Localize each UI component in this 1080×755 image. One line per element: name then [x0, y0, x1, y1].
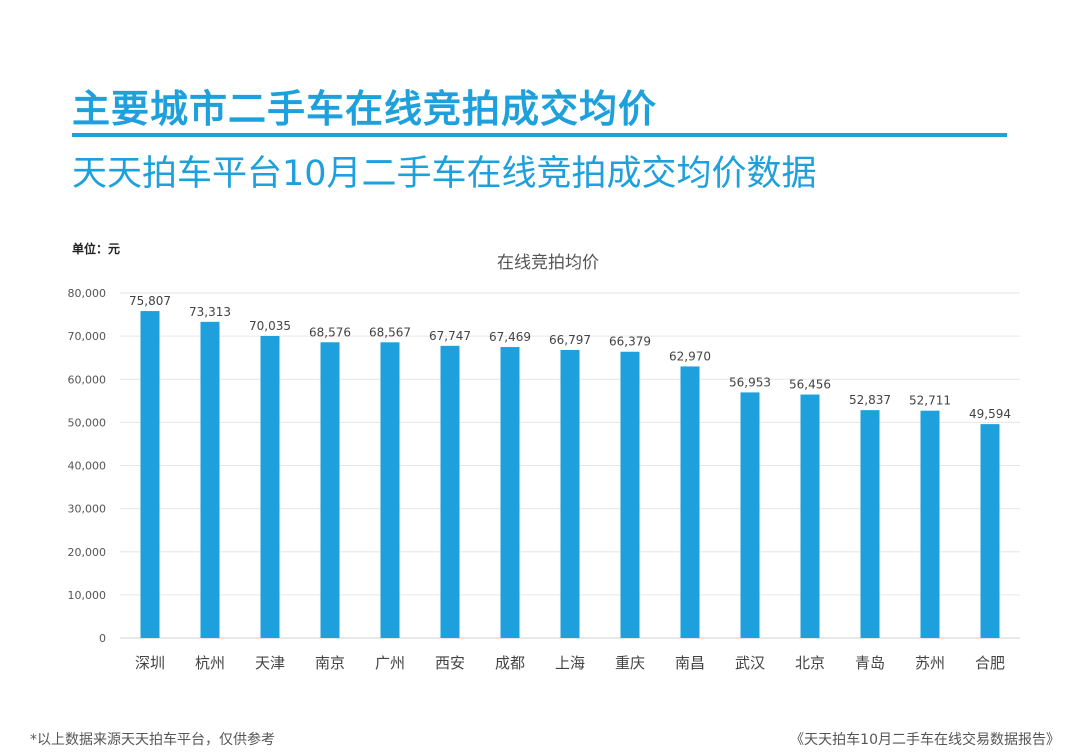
bar: [740, 392, 760, 638]
bar: [440, 345, 460, 638]
x-tick-label: 西安: [435, 654, 465, 672]
y-tick-label: 30,000: [68, 503, 107, 516]
bar: [320, 342, 340, 638]
x-tick-label: 杭州: [195, 654, 225, 672]
bar-value-label: 68,567: [369, 325, 411, 339]
x-tick-label: 青岛: [855, 654, 885, 672]
page-subtitle: 天天拍车平台10月二手车在线竞拍成交均价数据: [72, 154, 817, 194]
x-tick-label: 深圳: [135, 654, 165, 672]
x-axis-ticks: 深圳 杭州 天津 南京 广州 西安 成都 上海 重庆 南昌 武汉 北京 青岛 苏州 合肥: [135, 654, 1005, 672]
bar-value-label: 75,807: [129, 294, 171, 308]
bar: [920, 410, 940, 638]
bar-value-label: 62,970: [669, 349, 711, 363]
x-tick-label: 天津: [255, 654, 285, 672]
page-title: 主要城市二手车在线竞拍成交均价: [72, 87, 658, 131]
bar-value-label: 66,797: [549, 333, 591, 347]
bar-value-label: 52,711: [909, 394, 951, 408]
x-tick-label: 上海: [555, 654, 585, 672]
x-tick-label: 北京: [795, 654, 825, 672]
bar-value-label: 56,953: [729, 375, 771, 389]
bar-value-label: 52,837: [849, 393, 891, 407]
bar: [680, 366, 700, 638]
bar-value-label: 49,594: [969, 407, 1011, 421]
y-tick-label: 10,000: [68, 589, 107, 602]
bar: [860, 410, 880, 638]
x-tick-label: 南京: [315, 654, 345, 672]
bar: [620, 351, 640, 638]
x-tick-label: 广州: [375, 654, 405, 672]
bar: [560, 349, 580, 638]
x-tick-label: 重庆: [615, 654, 645, 672]
bar-value-label: 68,576: [309, 325, 351, 339]
bar: [260, 335, 280, 638]
x-tick-label: 南昌: [675, 654, 705, 672]
x-tick-label: 合肥: [975, 654, 1005, 672]
chart-title: 在线竞拍均价: [497, 253, 599, 273]
x-tick-label: 成都: [495, 654, 525, 672]
bar: [800, 394, 820, 638]
bar-value-label: 67,469: [489, 330, 531, 344]
y-tick-label: 60,000: [68, 373, 107, 386]
bars: [140, 311, 1000, 638]
y-tick-label: 70,000: [68, 330, 107, 343]
footnote: *以上数据来源天天拍车平台，仅供参考: [30, 732, 275, 748]
y-tick-label: 0: [99, 632, 106, 645]
bar-value-label: 67,747: [429, 329, 471, 343]
y-axis-ticks: 0 10,000 20,000 30,000 40,000 50,000 60,000 70,…: [68, 287, 107, 645]
bar-value-label: 66,379: [609, 335, 651, 349]
source-note: 《天天拍车10月二手车在线交易数据报告》: [790, 732, 1060, 748]
bar-value-label: 56,456: [789, 378, 831, 392]
bar-value-label: 73,313: [189, 305, 231, 319]
unit-label: 单位：元: [72, 242, 121, 256]
title-divider: [72, 133, 1007, 137]
value-labels: 75,807 73,313 70,035 68,576 68,567 67,747 67,4…: [129, 294, 1011, 421]
y-tick-label: 80,000: [68, 287, 107, 300]
bar-chart: 在线竞拍均价 0 10,000 20,000 30,000 40,000 50,000 60…: [68, 253, 1020, 672]
y-tick-label: 50,000: [68, 416, 107, 429]
bar: [980, 424, 1000, 638]
bar: [500, 347, 520, 638]
x-tick-label: 武汉: [735, 654, 765, 672]
bar: [200, 321, 220, 638]
bar-value-label: 70,035: [249, 319, 291, 333]
bar: [380, 342, 400, 638]
bar: [140, 311, 160, 638]
y-tick-label: 40,000: [68, 460, 107, 473]
y-tick-label: 20,000: [68, 546, 107, 559]
x-tick-label: 苏州: [915, 654, 945, 672]
